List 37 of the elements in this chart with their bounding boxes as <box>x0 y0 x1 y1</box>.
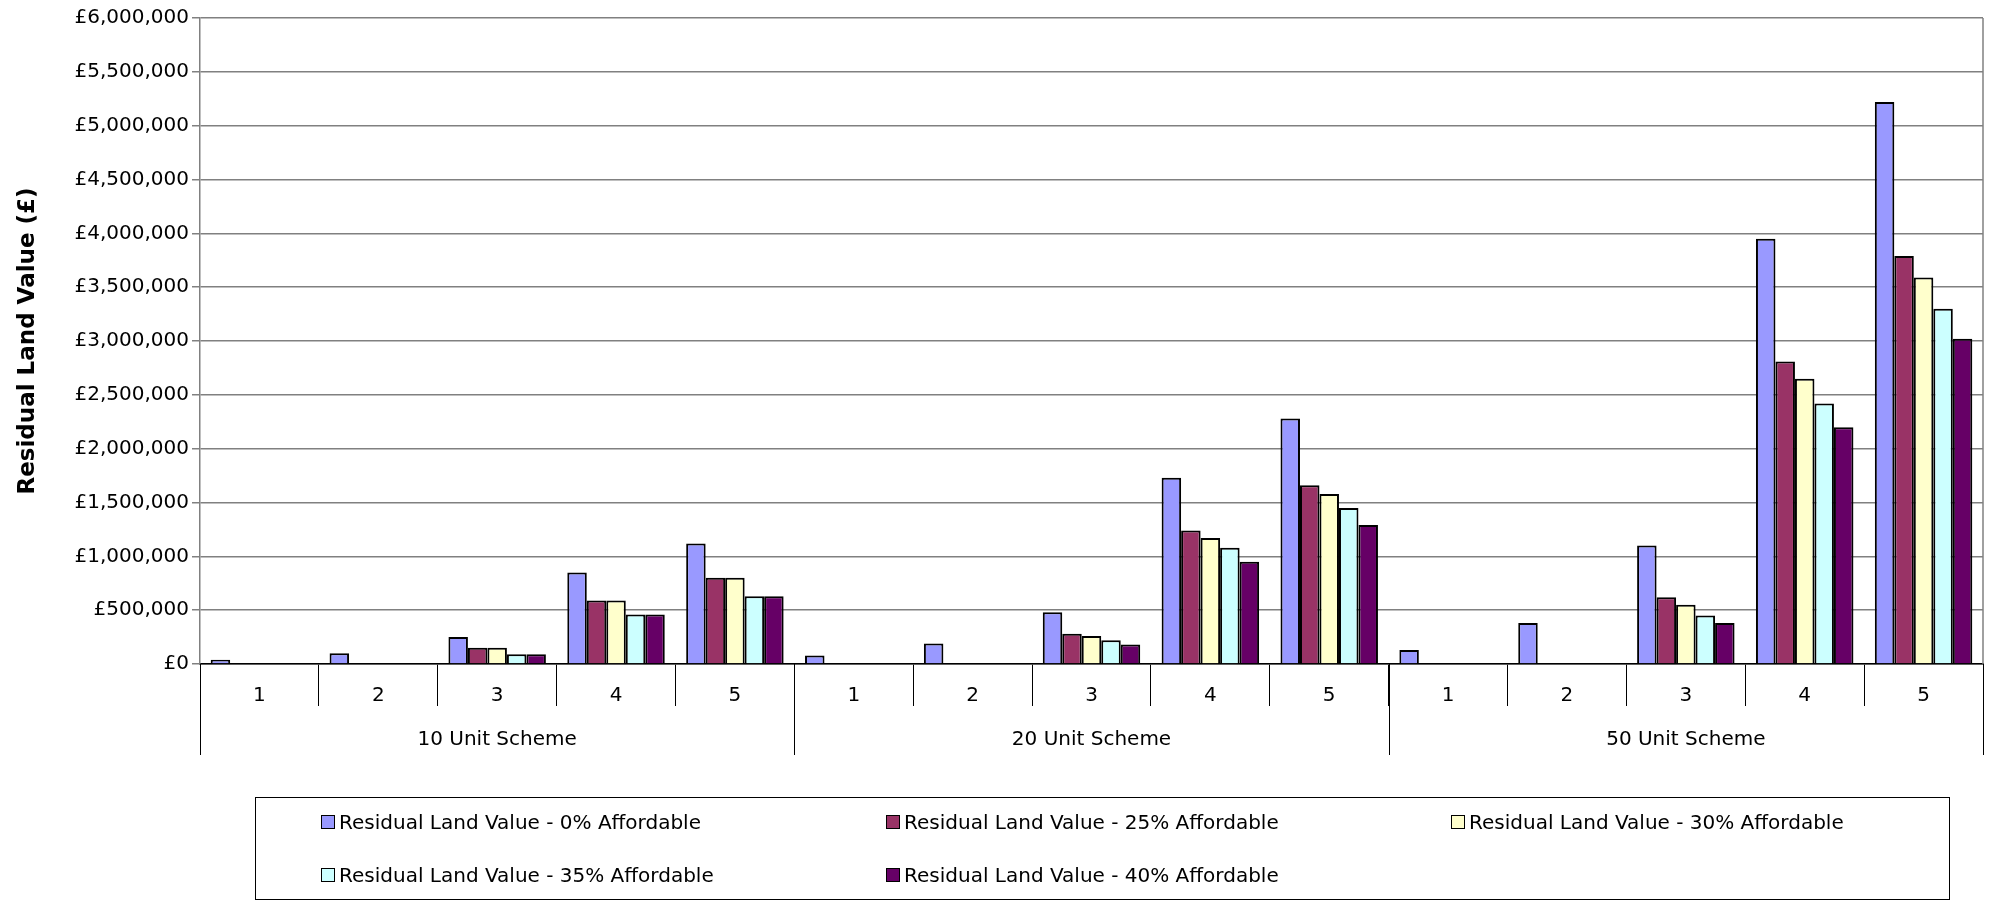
x-tick-label: 5 <box>1917 682 1930 707</box>
text: 20 Unit Scheme <box>1011 726 1172 751</box>
y-tick-label: £3,000,000 <box>74 327 189 352</box>
x-tick-label: 1 <box>1441 682 1455 707</box>
y-tick-label: £4,500,000 <box>74 165 189 190</box>
legend-label: Residual Land Value - 35% Affordable <box>339 862 714 887</box>
x-tick-label: 2 <box>371 682 385 707</box>
y-tick-label: £2,000,000 <box>74 434 189 459</box>
y-tick-label: £4,000,000 <box>74 219 189 244</box>
y-tick-label: £1,500,000 <box>74 488 189 513</box>
y-tick-label: £5,500,000 <box>74 58 189 83</box>
x-tick-label: 3 <box>490 682 504 707</box>
y-tick-label: £2,500,000 <box>74 381 189 406</box>
text: 50 Unit Scheme <box>1606 726 1766 751</box>
x-tick-label: 2 <box>1560 682 1574 707</box>
y-tick-label: £5,000,000 <box>74 111 189 136</box>
x-tick-label: 4 <box>609 682 623 707</box>
x-tick-label: 5 <box>728 682 742 707</box>
text: 10 Unit Scheme <box>417 726 577 751</box>
x-tick-label: 2 <box>966 682 979 707</box>
x-tick-label: 1 <box>253 682 266 707</box>
legend-label: Residual Land Value - 40% Affordable <box>904 862 1279 887</box>
y-tick-label: £500,000 <box>93 596 189 621</box>
legend-label: Residual Land Value - 30% Affordable <box>1469 810 1844 834</box>
x-tick-label: 3 <box>1085 682 1098 707</box>
x-tick-label: 3 <box>1679 682 1693 707</box>
y-tick-label: £3,500,000 <box>74 273 189 298</box>
x-tick-label: 1 <box>847 682 861 707</box>
legend-label: Residual Land Value - 0% Affordable <box>339 810 701 834</box>
y-tick-label: £6,000,000 <box>74 4 189 29</box>
x-tick-label: 4 <box>1798 682 1812 707</box>
y-axis-title: Residual Land Value (£) <box>12 187 39 495</box>
y-tick-label: £1,000,000 <box>74 542 189 567</box>
legend-label: Residual Land Value - 25% Affordable <box>904 810 1279 834</box>
x-tick-label: 4 <box>1204 682 1217 707</box>
x-tick-label: 5 <box>1322 682 1336 707</box>
y-tick-label: £0 <box>163 650 189 675</box>
